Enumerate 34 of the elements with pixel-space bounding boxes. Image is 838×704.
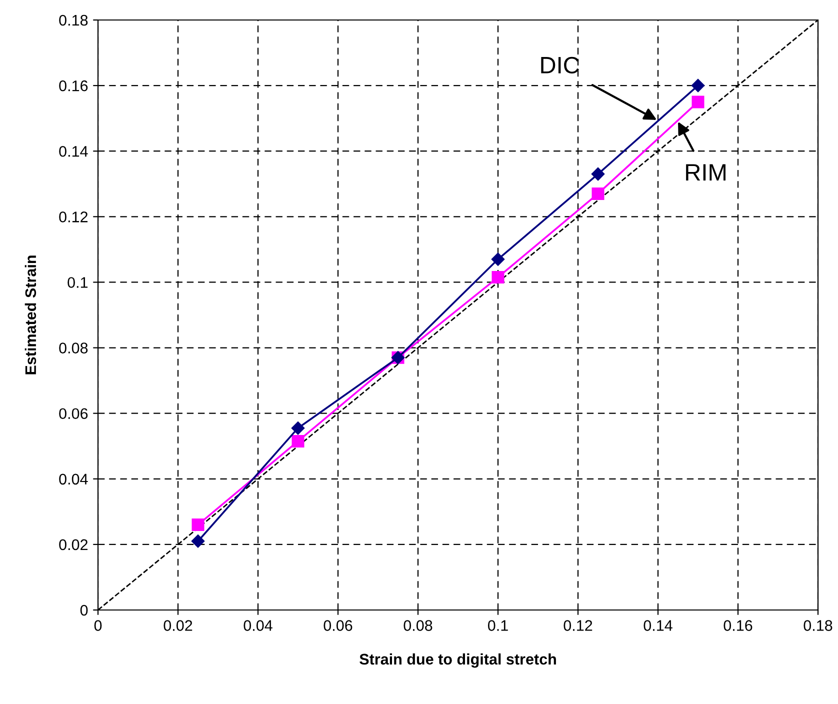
point [592, 187, 604, 200]
x-tick-label: 0.04 [244, 620, 272, 631]
y-tick-label: 0.04 [59, 474, 88, 485]
x-tick-label: 0.1 [488, 620, 508, 631]
y-tick-label: 0.16 [59, 80, 88, 92]
y-tick-label: 0.18 [59, 14, 88, 26]
point [691, 78, 705, 92]
y-tick-label: 0.06 [59, 408, 88, 420]
annotation: RIM [686, 164, 726, 180]
point [292, 434, 304, 448]
y-tick-label: 0 [80, 604, 88, 616]
x-tick-label: 0.12 [564, 620, 592, 631]
point [191, 534, 205, 548]
x-tick-label: 0.16 [724, 620, 752, 631]
annotation: DIC [541, 56, 580, 74]
x-tick-label: 0 [94, 620, 102, 631]
y-tick-label: 0.14 [59, 146, 88, 157]
x-tick-label: 0.02 [164, 620, 192, 631]
point [491, 252, 505, 266]
point [492, 271, 504, 284]
y-tick-label: 0.1 [68, 277, 88, 288]
x-tick-label: 0.06 [324, 620, 352, 631]
y-tick-label: 0.08 [59, 342, 88, 354]
y-tick-label: 0.02 [59, 539, 88, 550]
point [192, 518, 204, 532]
x-axis-title: Strain due to digital stretch [360, 653, 556, 668]
x-tick-label: 0.08 [404, 620, 432, 631]
y-axis-title: Estimated Strain [24, 256, 36, 374]
point [291, 421, 305, 435]
point [591, 167, 605, 181]
x-tick-label: 0.18 [804, 620, 832, 631]
y-tick-label: 0.12 [59, 212, 88, 222]
point [692, 96, 704, 108]
x-tick-label: 0.14 [644, 620, 672, 631]
